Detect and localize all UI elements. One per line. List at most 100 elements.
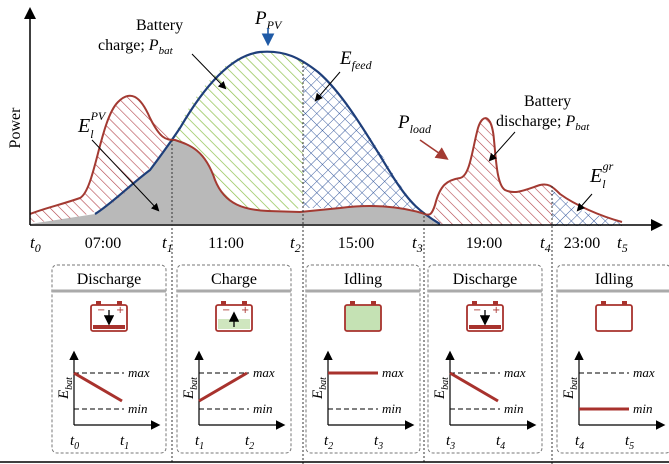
svg-text:+: + bbox=[492, 305, 500, 316]
feed-in-area bbox=[303, 62, 425, 214]
t-end-label: t2 bbox=[245, 433, 254, 452]
time-marker-t2: t2 bbox=[290, 233, 301, 255]
evening-discharge-area bbox=[432, 118, 552, 226]
time-marker-t5: t5 bbox=[617, 233, 628, 255]
time-marker-labels: t0 t1 t2 t3 t4 t5 bbox=[30, 233, 628, 255]
t-start-label: t0 bbox=[70, 433, 79, 452]
min-label: min bbox=[128, 401, 148, 416]
time-tick-4: 23:00 bbox=[564, 235, 600, 252]
panel-frame bbox=[176, 264, 292, 454]
pload-arrow bbox=[419, 139, 449, 160]
mode-panel-1: Charge − + max min Ebat t1 t2 bbox=[176, 264, 292, 454]
battery-icon: − + bbox=[466, 301, 504, 332]
svg-text:−: − bbox=[97, 305, 105, 316]
efeed-label: Efeed bbox=[339, 48, 373, 72]
max-label: max bbox=[382, 365, 404, 380]
battery-charge-label-line1: Battery bbox=[136, 17, 183, 34]
morning-discharge-area bbox=[30, 95, 172, 222]
time-tick-labels: 07:00 11:00 15:00 19:00 23:00 bbox=[85, 235, 600, 252]
battery-icon bbox=[595, 301, 633, 332]
ebat-label: Ebat bbox=[432, 377, 451, 400]
svg-text:−: − bbox=[222, 305, 230, 316]
elgr-pointer bbox=[576, 193, 593, 212]
battery-icon: − + bbox=[90, 301, 128, 332]
time-dividers bbox=[171, 62, 553, 464]
time-tick-1: 11:00 bbox=[208, 235, 244, 252]
ppv-label: PPV bbox=[254, 8, 283, 32]
energy-mini-plot: max min Ebat t0 t1 bbox=[56, 350, 161, 452]
mode-panel-4: Idling max min Ebat t4 t5 bbox=[556, 264, 669, 454]
load-curve bbox=[29, 94, 623, 223]
energy-line bbox=[198, 371, 248, 403]
time-marker-t1: t1 bbox=[162, 233, 173, 255]
mode-panel-3: Discharge − + max min Ebat t3 t4 bbox=[427, 264, 543, 454]
energy-mini-plot: max min Ebat t1 t2 bbox=[181, 350, 286, 452]
pv-curve bbox=[94, 50, 441, 225]
late-grid-area bbox=[552, 190, 622, 226]
time-tick-2: 15:00 bbox=[338, 235, 374, 252]
svg-text:+: + bbox=[116, 305, 124, 316]
time-tick-0: 07:00 bbox=[85, 235, 121, 252]
min-label: min bbox=[253, 401, 273, 416]
battery-discharge-label-line2: discharge; Pbat bbox=[496, 113, 590, 133]
panel-frame bbox=[427, 264, 543, 454]
t-start-label: t3 bbox=[446, 433, 455, 452]
chart-annotations: PPV Battery charge; Pbat Efeed ElPV Ploa… bbox=[77, 8, 614, 212]
t-end-label: t1 bbox=[120, 433, 129, 452]
battery-discharge-label-line1: Battery bbox=[524, 93, 571, 110]
t-start-label: t2 bbox=[324, 433, 333, 452]
elpv-pointer bbox=[91, 139, 160, 212]
mode-panel-0: Discharge − + max min Ebat t0 t1 bbox=[51, 264, 167, 454]
min-label: min bbox=[504, 401, 524, 416]
ebat-label: Ebat bbox=[181, 377, 200, 400]
t-start-label: t1 bbox=[195, 433, 204, 452]
time-marker-t3: t3 bbox=[412, 233, 423, 255]
y-axis-label: Power bbox=[7, 107, 24, 149]
ebat-label: Ebat bbox=[56, 377, 75, 400]
battery-icon bbox=[344, 301, 382, 332]
time-marker-t4: t4 bbox=[540, 233, 551, 255]
energy-line bbox=[449, 371, 499, 403]
charge-pointer bbox=[191, 53, 227, 90]
t-end-label: t3 bbox=[374, 433, 383, 452]
max-label: max bbox=[633, 365, 655, 380]
panel-frame bbox=[305, 264, 421, 454]
max-label: max bbox=[128, 365, 150, 380]
svg-text:+: + bbox=[241, 305, 249, 316]
battery-icon: − + bbox=[215, 301, 253, 332]
grid-covered-area bbox=[30, 140, 440, 224]
ebat-label: Ebat bbox=[310, 377, 329, 400]
mode-title: Charge bbox=[211, 271, 257, 288]
chart-areas bbox=[30, 51, 622, 226]
mode-title: Discharge bbox=[453, 271, 518, 288]
energy-line bbox=[73, 371, 123, 403]
time-marker-t0: t0 bbox=[30, 233, 41, 255]
discharge-pointer bbox=[488, 131, 516, 162]
mode-title: Idling bbox=[344, 271, 382, 288]
ebat-label: Ebat bbox=[561, 377, 580, 400]
t-end-label: t4 bbox=[496, 433, 505, 452]
max-label: max bbox=[253, 365, 275, 380]
svg-text:−: − bbox=[473, 305, 481, 316]
energy-mini-plot: max min Ebat t4 t5 bbox=[561, 350, 666, 452]
time-tick-3: 19:00 bbox=[466, 235, 502, 252]
battery-charge-label-line2: charge; Pbat bbox=[98, 37, 174, 57]
feed-pointer bbox=[314, 71, 341, 102]
mode-panel-2: Idling max min Ebat t2 t3 bbox=[305, 264, 421, 454]
t-end-label: t5 bbox=[625, 433, 634, 452]
mode-title: Idling bbox=[595, 271, 633, 288]
min-label: min bbox=[382, 401, 402, 416]
elpv-label: ElPV bbox=[77, 109, 107, 141]
energy-mini-plot: max min Ebat t2 t3 bbox=[310, 350, 415, 452]
max-label: max bbox=[504, 365, 526, 380]
min-label: min bbox=[633, 401, 653, 416]
panel-frame bbox=[51, 264, 167, 454]
energy-mini-plot: max min Ebat t3 t4 bbox=[432, 350, 537, 452]
elgr-label: Elgr bbox=[589, 159, 614, 191]
panel-frame bbox=[556, 264, 669, 454]
mode-title: Discharge bbox=[77, 271, 142, 288]
t-start-label: t4 bbox=[575, 433, 584, 452]
pload-label: Pload bbox=[397, 112, 432, 136]
